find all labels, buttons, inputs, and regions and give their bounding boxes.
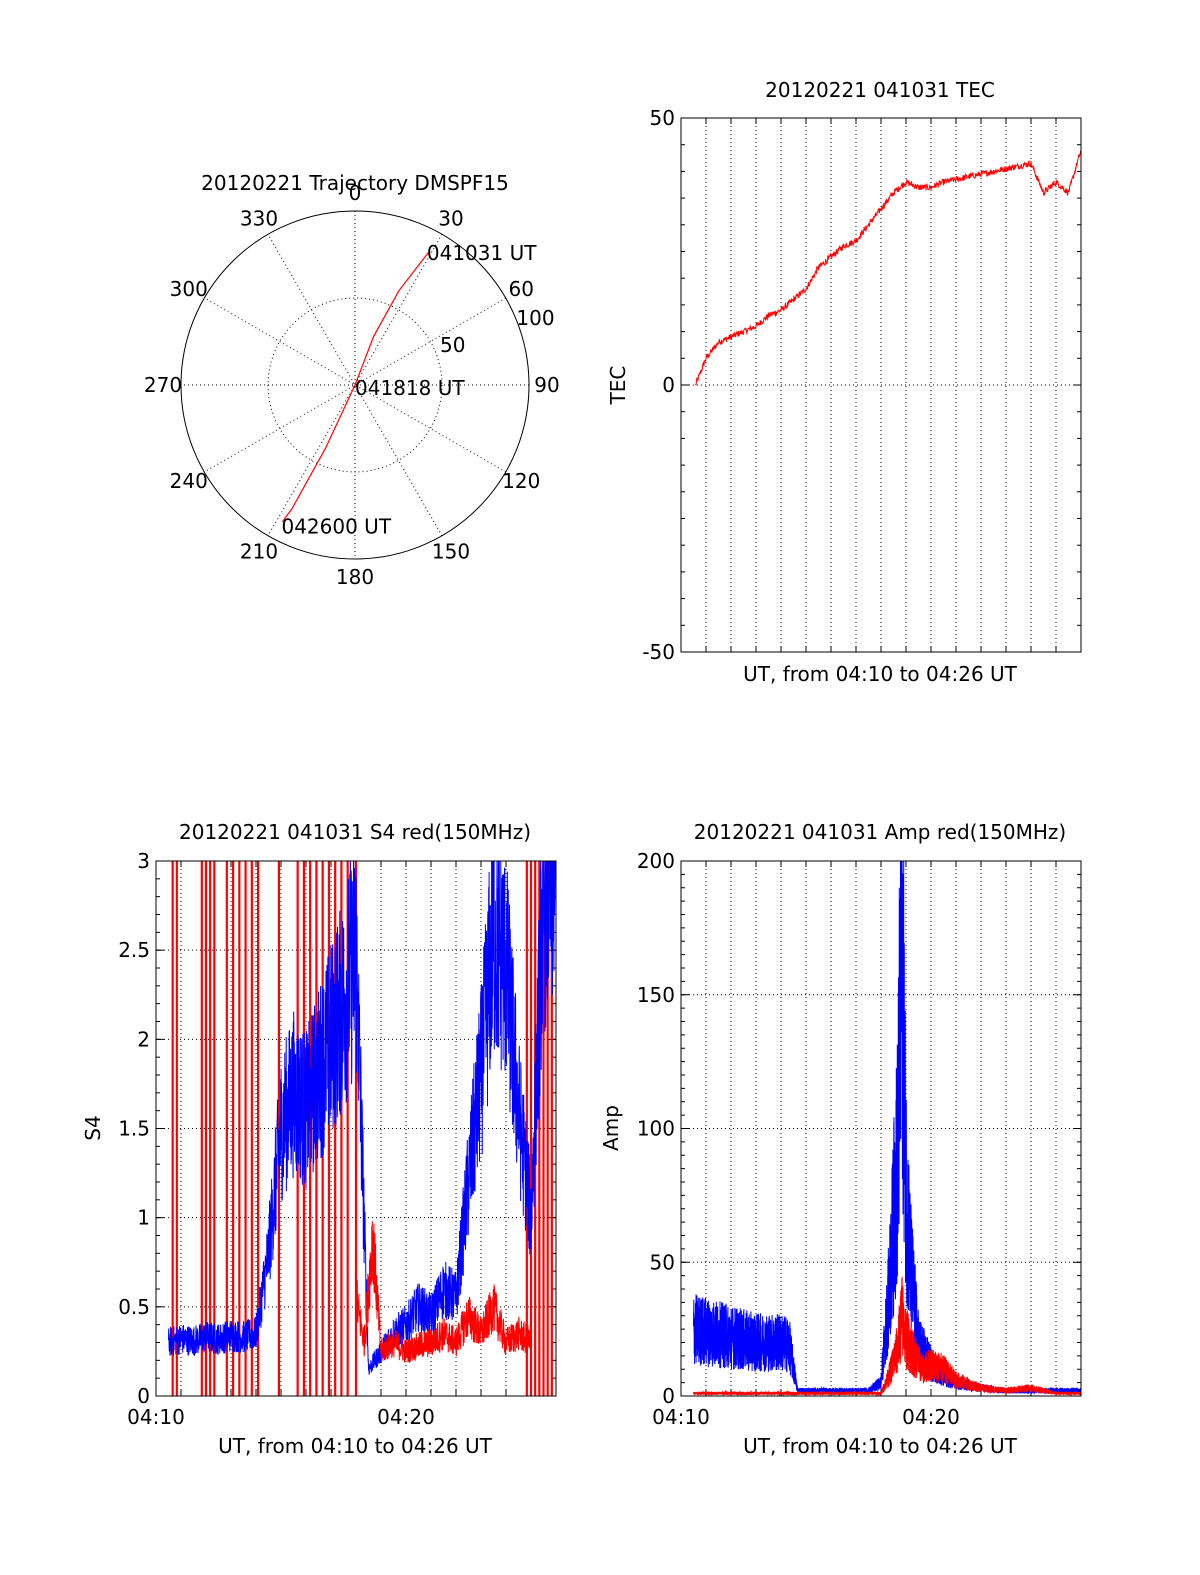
azimuth-label-180: 180	[336, 565, 374, 589]
tec-series-line	[695, 150, 1082, 386]
y-tick-label: 150	[637, 983, 675, 1007]
amp-ylabel: Amp	[599, 1105, 623, 1151]
x-tick-label: 04:20	[377, 1405, 435, 1429]
azimuth-label-300: 300	[170, 277, 208, 301]
azimuth-label-0: 0	[349, 181, 362, 205]
x-tick-label: 04:10	[127, 1405, 185, 1429]
y-tick-label: 3	[137, 849, 150, 873]
s4-series-line	[355, 1221, 532, 1363]
amp-plot-area: 0 50 100 150 200 04:10 04:20	[637, 849, 1082, 1429]
polar-trajectory-panel: 20120221 Trajectory DMSPF15 0 30 60 90 120 15…	[144, 171, 560, 589]
trajectory-annotation: 042600 UT	[281, 514, 391, 538]
y-tick-label: 50	[650, 1250, 675, 1274]
y-tick-label: 200	[637, 849, 675, 873]
y-tick-label: 2.5	[118, 938, 150, 962]
y-tick-label: 100	[637, 1117, 675, 1141]
y-tick-label: 50	[650, 106, 675, 130]
azimuth-label-120: 120	[502, 469, 540, 493]
trajectory-line	[281, 252, 429, 523]
azimuth-label-60: 60	[509, 277, 534, 301]
azimuth-label-240: 240	[170, 469, 208, 493]
s4-series-line	[168, 860, 557, 1375]
radius-label-100: 100	[516, 306, 554, 330]
polar-trajectory-series	[281, 252, 429, 523]
polar-azimuth-labels: 0 30 60 90 120 150 180 210 240 270 300 330	[144, 181, 560, 589]
y-tick-label: 0	[137, 1384, 150, 1408]
azimuth-label-150: 150	[432, 539, 470, 563]
tec-xlabel: UT, from 04:10 to 04:26 UT	[743, 662, 1018, 686]
radius-label-50: 50	[440, 333, 465, 357]
polar-title: 20120221 Trajectory DMSPF15	[201, 171, 509, 195]
y-tick-label: -50	[642, 640, 675, 664]
y-tick-label: 1	[137, 1206, 150, 1230]
tec-plot-area: -50 0 50	[642, 106, 1082, 664]
amp-series-line	[693, 1276, 1082, 1397]
trajectory-annotation: 041818 UT	[355, 376, 465, 400]
y-tick-label: 0	[662, 1384, 675, 1408]
amp-plot-frame	[680, 860, 1082, 1397]
azimuth-label-330: 330	[240, 207, 278, 231]
azimuth-label-270: 270	[144, 373, 182, 397]
azimuth-label-30: 30	[438, 207, 463, 231]
azimuth-label-210: 210	[240, 539, 278, 563]
y-tick-label: 0.5	[118, 1295, 150, 1319]
s4-plot-area: 0 0.5 1 1.5 2 2.5 3 04:10 04:20	[118, 849, 557, 1429]
tec-plot-frame	[680, 117, 1082, 653]
s4-ylabel: S4	[81, 1115, 105, 1140]
s4-plot-frame	[155, 860, 557, 1397]
y-tick-label: 2	[137, 1027, 150, 1051]
polar-radius-labels: 50 100	[440, 306, 555, 357]
trajectory-annotation: 041031 UT	[427, 241, 537, 265]
amp-xlabel: UT, from 04:10 to 04:26 UT	[743, 1434, 1018, 1458]
x-tick-label: 04:20	[902, 1405, 960, 1429]
tec-title: 20120221 041031 TEC	[765, 78, 995, 102]
y-tick-label: 0	[662, 373, 675, 397]
s4-xlabel: UT, from 04:10 to 04:26 UT	[218, 1434, 493, 1458]
y-tick-label: 1.5	[118, 1117, 150, 1141]
s4-title: 20120221 041031 S4 red(150MHz)	[179, 820, 531, 844]
s4-panel: 20120221 041031 S4 red(150MHz) S4 UT, fr…	[81, 820, 557, 1458]
x-tick-label: 04:10	[652, 1405, 710, 1429]
polar-grid	[180, 210, 530, 560]
amp-title: 20120221 041031 Amp red(150MHz)	[694, 820, 1066, 844]
tec-ylabel: TEC	[606, 366, 630, 406]
amp-series-line	[693, 860, 1082, 1395]
azimuth-label-90: 90	[534, 373, 559, 397]
polar-annotations: 041031 UT 041818 UT 042600 UT	[281, 241, 537, 538]
amp-panel: 20120221 041031 Amp red(150MHz) Amp UT, …	[599, 820, 1082, 1458]
tec-panel: 20120221 041031 TEC TEC UT, from 04:10 t…	[606, 78, 1082, 686]
